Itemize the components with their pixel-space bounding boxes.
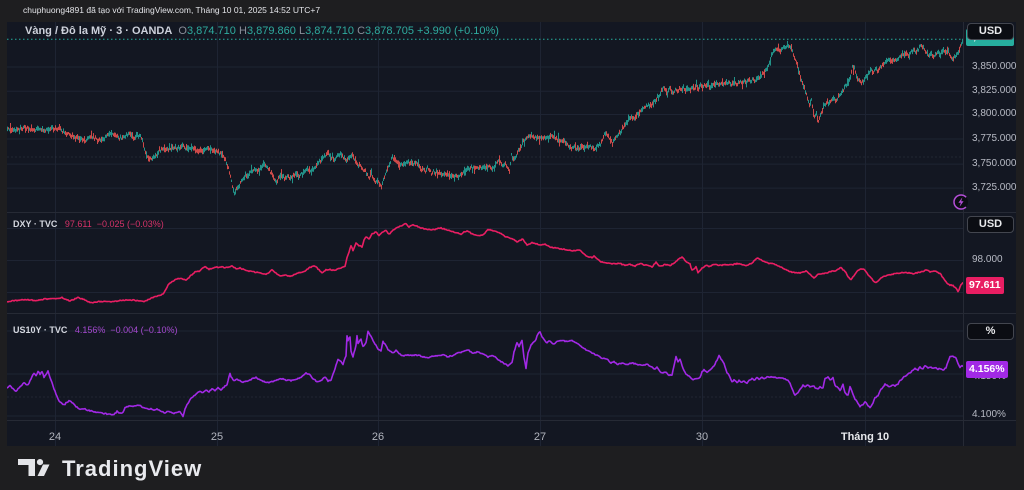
svg-text:TradingView: TradingView <box>62 459 202 481</box>
